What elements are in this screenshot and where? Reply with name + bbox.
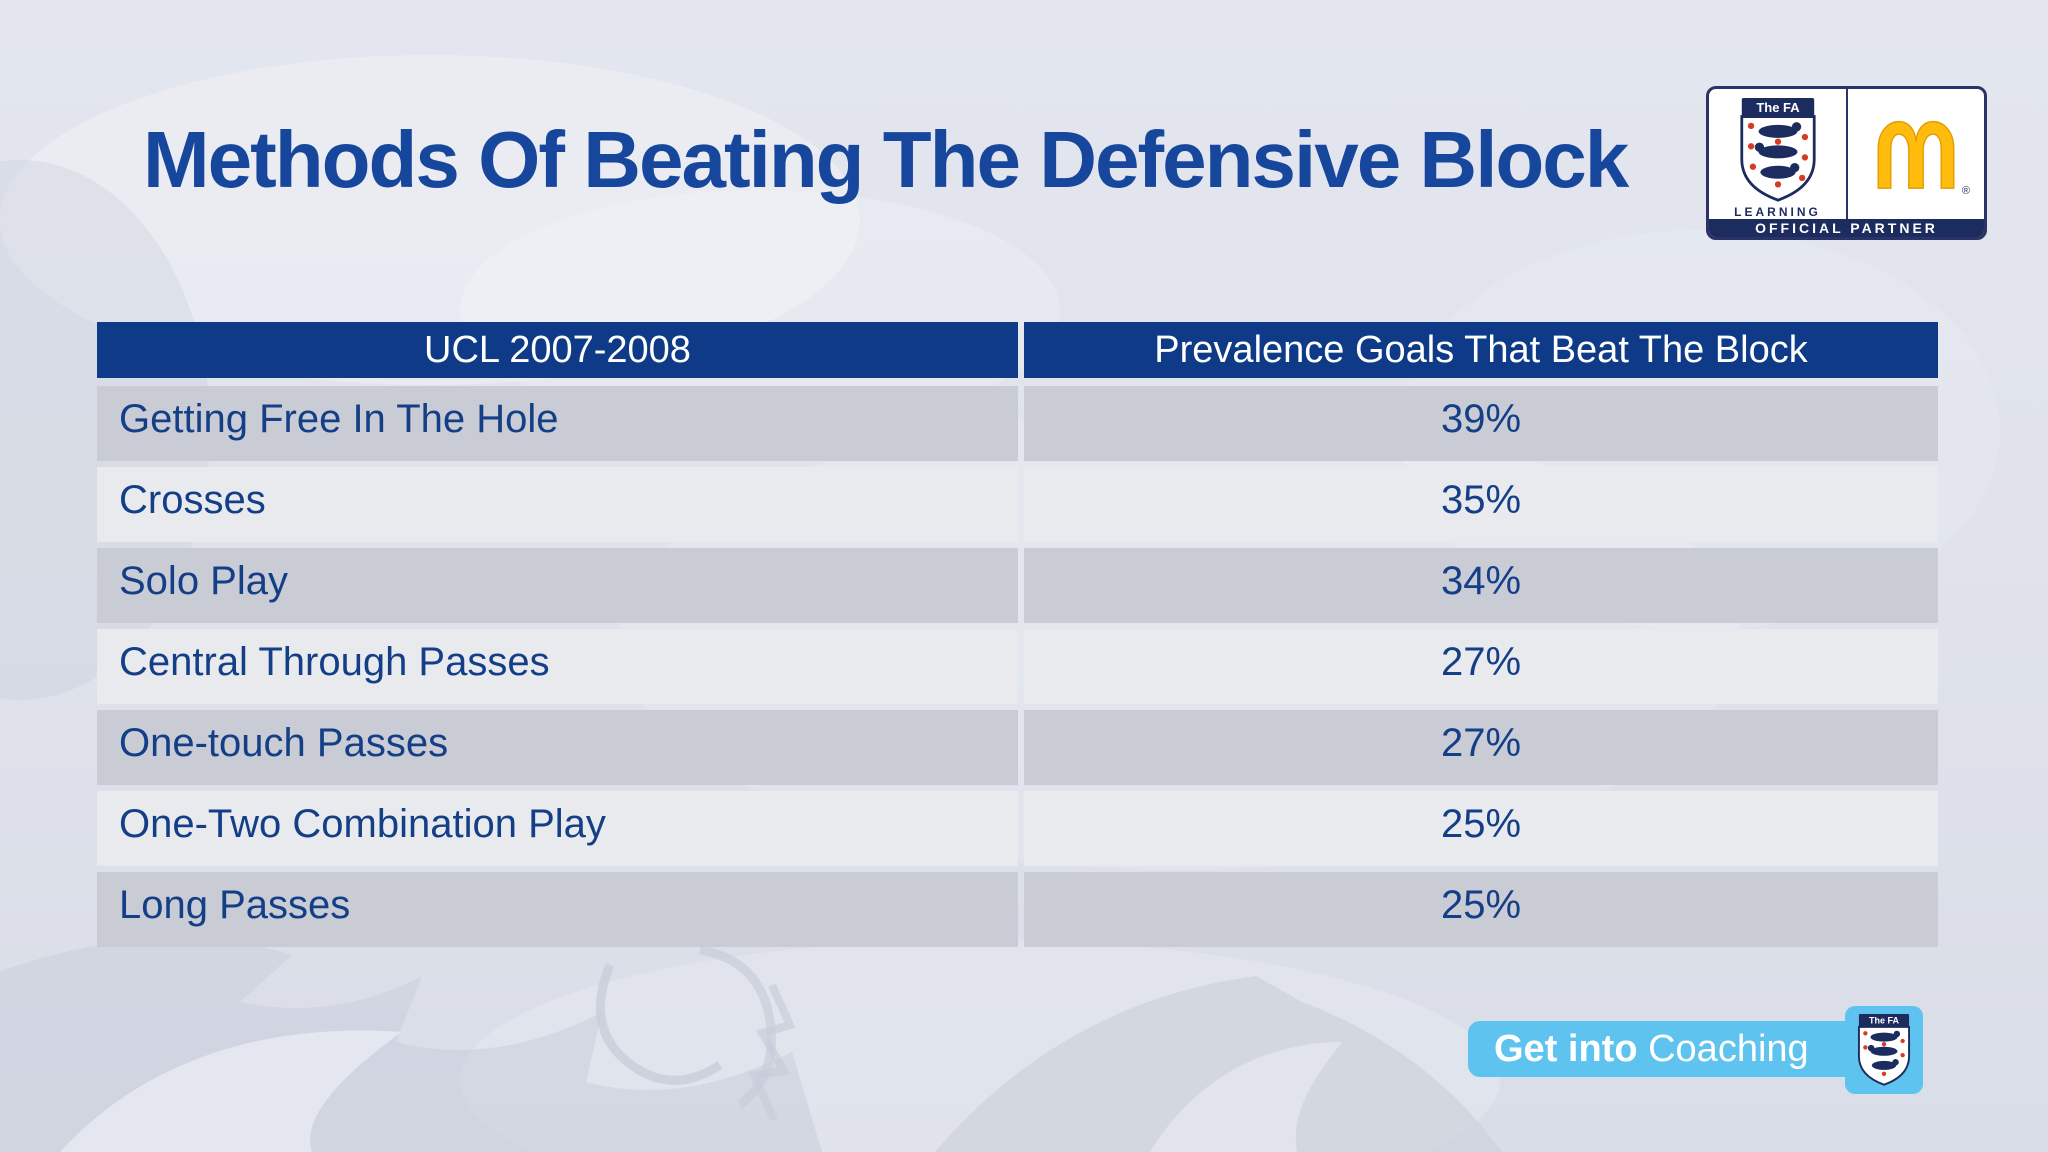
method-cell: Getting Free In The Hole <box>97 386 1018 461</box>
table-row: Long Passes 25% <box>97 872 1938 953</box>
mcdonalds-logo: ® <box>1848 89 1984 219</box>
method-cell: Crosses <box>97 467 1018 542</box>
official-partner-strip: OFFICIAL PARTNER <box>1709 219 1984 237</box>
get-into-coaching-bar: Get into Coaching <box>1468 1021 1888 1077</box>
value-cell: 27% <box>1024 629 1938 704</box>
table-row: Solo Play 34% <box>97 548 1938 629</box>
rose-dots-icon <box>1747 122 1808 188</box>
badge-text-coaching: Coaching <box>1637 1027 1809 1070</box>
methods-table: UCL 2007-2008 Prevalence Goals That Beat… <box>97 322 1938 953</box>
value-cell: 39% <box>1024 386 1938 461</box>
value-cell: 34% <box>1024 548 1938 623</box>
fa-learning-label: LEARNING <box>1734 205 1821 219</box>
three-lions-icon <box>1754 122 1801 179</box>
fa-mcdonalds-partner-logo: The FA LEARNING <box>1706 86 1987 240</box>
get-into-coaching-badge: Get into Coaching The FA <box>1468 1006 1923 1094</box>
value-cell: 27% <box>1024 710 1938 785</box>
method-cell: One-touch Passes <box>97 710 1018 785</box>
partner-logo-cells: The FA LEARNING <box>1709 89 1984 219</box>
table-header-season: UCL 2007-2008 <box>97 322 1018 378</box>
table-row: One-touch Passes 27% <box>97 710 1938 791</box>
value-cell: 35% <box>1024 467 1938 542</box>
fa-crest-label: The FA <box>1756 100 1800 115</box>
value-cell: 25% <box>1024 791 1938 866</box>
method-cell: Solo Play <box>97 548 1018 623</box>
registered-trademark: ® <box>1961 185 1970 197</box>
table-row: Crosses 35% <box>97 467 1938 548</box>
table-row: Getting Free In The Hole 39% <box>97 386 1938 467</box>
table-row: One-Two Combination Play 25% <box>97 791 1938 872</box>
golden-arches-icon <box>1877 120 1955 189</box>
badge-fa-shield: The FA <box>1845 1006 1923 1094</box>
fa-learning-logo: The FA LEARNING <box>1709 89 1848 219</box>
slide-title: Methods Of Beating The Defensive Block <box>143 115 1629 204</box>
table-header-row: UCL 2007-2008 Prevalence Goals That Beat… <box>97 322 1938 386</box>
table-header-prevalence: Prevalence Goals That Beat The Block <box>1024 322 1938 378</box>
fa-crest-small-label: The FA <box>1869 1016 1900 1026</box>
fa-crest-icon: The FA <box>1739 98 1816 202</box>
value-cell: 25% <box>1024 872 1938 947</box>
table-row: Central Through Passes 27% <box>97 629 1938 710</box>
method-cell: Long Passes <box>97 872 1018 947</box>
fa-crest-small-icon: The FA <box>1857 1014 1911 1086</box>
method-cell: Central Through Passes <box>97 629 1018 704</box>
method-cell: One-Two Combination Play <box>97 791 1018 866</box>
badge-text-into: into <box>1567 1027 1638 1070</box>
badge-text-get: Get <box>1494 1027 1568 1070</box>
